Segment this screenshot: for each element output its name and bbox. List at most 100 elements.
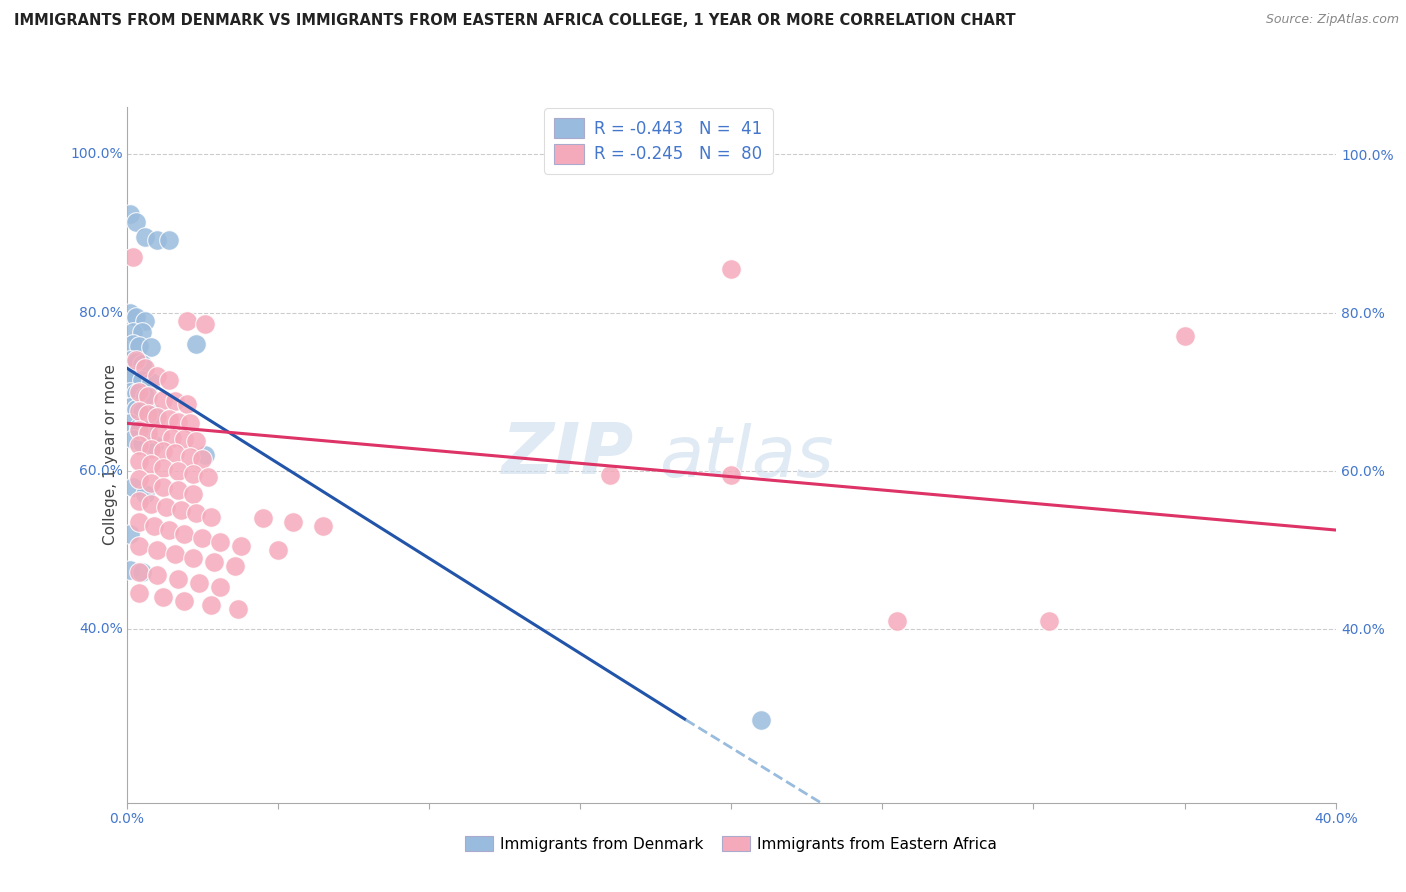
Text: IMMIGRANTS FROM DENMARK VS IMMIGRANTS FROM EASTERN AFRICA COLLEGE, 1 YEAR OR MOR: IMMIGRANTS FROM DENMARK VS IMMIGRANTS FR… [14,13,1015,29]
Point [200,509,222,524]
Text: atlas: atlas [658,423,834,492]
Point [163,394,186,409]
Point [167,464,190,478]
Point [202,555,225,569]
Point [134,487,156,501]
Point [118,417,141,431]
Point [136,423,159,437]
Point [146,368,169,383]
Point [886,614,908,628]
Point [128,586,150,600]
Point [184,337,207,351]
Point [152,460,174,475]
Point [152,444,174,458]
Point [267,542,290,557]
Point [128,384,150,399]
Point [146,542,169,557]
Text: 0.0%: 0.0% [110,813,143,826]
Point [128,454,150,468]
Point [181,467,204,481]
Point [118,207,141,221]
Point [157,233,180,247]
Point [1173,329,1195,343]
Point [252,511,274,525]
Point [228,602,250,616]
Point [136,407,159,421]
Point [179,450,201,464]
Point [194,318,217,332]
Point [751,713,773,727]
Point [167,572,190,586]
Point [139,475,162,490]
Point [121,370,143,384]
Point [149,428,172,442]
Point [131,565,153,579]
Point [191,451,214,466]
Point [599,467,621,482]
Point [157,412,180,426]
Point [121,337,143,351]
Point [157,373,180,387]
Point [128,404,150,418]
Point [128,565,150,579]
Point [118,563,141,577]
Point [128,472,150,486]
Point [146,233,169,247]
Point [181,487,204,501]
Point [155,500,177,514]
Point [124,402,146,417]
Point [1038,614,1060,628]
Point [157,523,180,537]
Point [188,576,211,591]
Point [134,230,156,244]
Point [128,423,150,437]
Point [118,368,141,383]
Point [121,250,143,264]
Point [118,353,141,368]
Point [281,515,304,529]
Y-axis label: College, 1 year or more: College, 1 year or more [103,365,118,545]
Point [128,420,150,434]
Point [139,442,162,456]
Point [134,389,156,403]
Text: ZIP: ZIP [502,420,634,490]
Point [181,550,204,565]
Point [134,313,156,327]
Point [139,497,162,511]
Text: 40.0%: 40.0% [1313,813,1358,826]
Point [121,479,143,493]
Point [179,417,201,431]
Point [131,326,153,340]
Point [136,425,159,440]
Point [124,215,146,229]
Point [167,415,190,429]
Point [128,493,150,508]
Point [128,438,150,452]
Point [231,539,253,553]
Point [121,326,143,340]
Point [146,568,169,582]
Point [128,539,150,553]
Point [312,519,335,533]
Point [152,392,174,407]
Point [194,448,217,462]
Point [176,313,198,327]
Point [139,458,162,472]
Point [118,305,141,319]
Point [209,580,232,594]
Point [139,340,162,354]
Point [209,534,232,549]
Point [142,438,165,452]
Point [131,357,153,371]
Point [139,375,162,389]
Point [191,531,214,545]
Legend: Immigrants from Denmark, Immigrants from Eastern Africa: Immigrants from Denmark, Immigrants from… [460,830,1002,858]
Text: Source: ZipAtlas.com: Source: ZipAtlas.com [1265,13,1399,27]
Point [118,401,141,415]
Text: 40.0%: 40.0% [79,622,122,636]
Point [121,432,143,446]
Point [152,591,174,605]
Point [163,547,186,561]
Point [124,353,146,368]
Point [152,479,174,493]
